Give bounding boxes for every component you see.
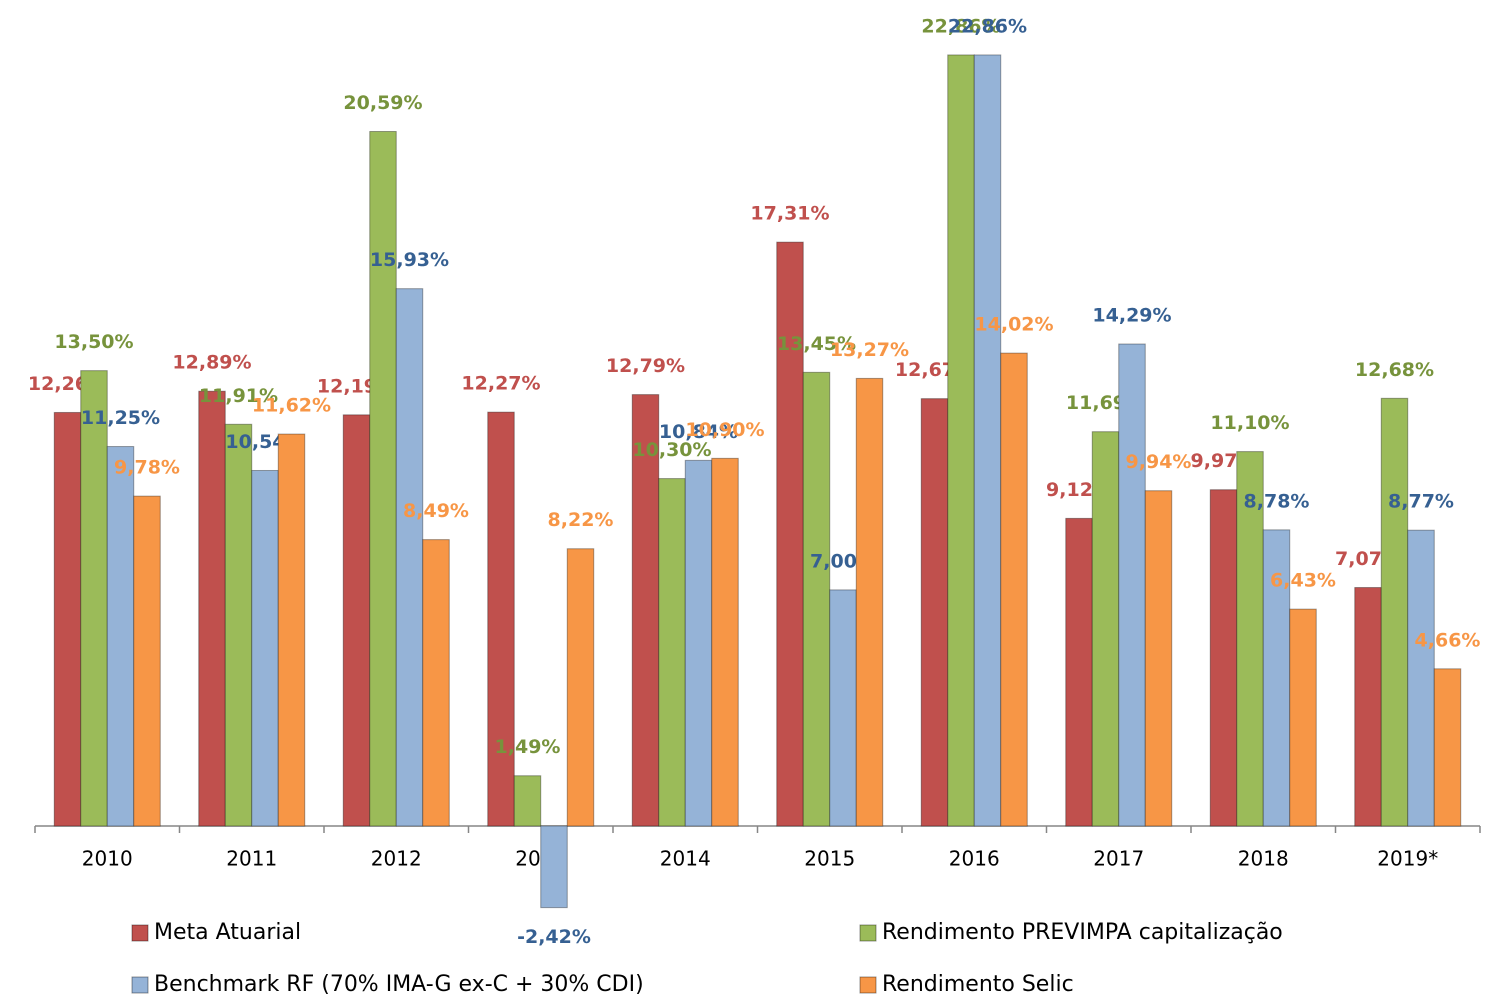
legend-label: Rendimento Selic — [882, 972, 1074, 997]
data-label: 11,62% — [252, 395, 331, 417]
x-tick-label: 2019* — [1377, 847, 1438, 871]
data-label: 11,10% — [1210, 412, 1289, 434]
data-label: 22,86% — [948, 15, 1027, 37]
bar — [106, 446, 135, 827]
bar — [711, 457, 739, 827]
bar — [1262, 529, 1291, 827]
data-label: 12,68% — [1355, 359, 1434, 381]
data-label: 8,49% — [403, 500, 469, 522]
data-label: 13,50% — [54, 331, 133, 353]
data-label: 8,22% — [548, 509, 614, 531]
bar — [947, 54, 975, 827]
legend-swatch — [859, 976, 877, 994]
bar — [422, 539, 450, 827]
bar — [80, 370, 108, 827]
x-tick-label: 2010 — [82, 847, 133, 871]
data-label: 12,27% — [461, 373, 540, 395]
data-label: 13,45% — [777, 333, 856, 355]
bar — [1118, 343, 1146, 827]
bar — [802, 371, 831, 827]
bar — [1380, 397, 1409, 827]
bar — [395, 288, 424, 827]
bar — [342, 414, 371, 827]
bar — [1144, 490, 1173, 827]
x-tick-label: 2018 — [1238, 847, 1289, 871]
data-label: 9,78% — [114, 457, 180, 479]
bar — [251, 469, 279, 827]
data-label: 6,43% — [1270, 570, 1336, 592]
x-tick-label: 2015 — [804, 847, 855, 871]
bar — [973, 54, 1002, 827]
data-label: 11,25% — [81, 407, 160, 429]
data-label: 10,30% — [632, 439, 711, 461]
bar — [1236, 451, 1264, 827]
x-tick-label: 2016 — [949, 847, 1000, 871]
bar — [369, 130, 397, 827]
legend-swatch — [131, 976, 149, 994]
bar — [487, 411, 515, 827]
data-label: 12,89% — [172, 352, 251, 374]
bar — [658, 478, 686, 827]
data-label: 14,02% — [974, 314, 1053, 336]
bar — [53, 411, 82, 827]
bar — [920, 398, 949, 827]
bar — [540, 825, 568, 909]
legend-swatch — [131, 924, 149, 942]
bar — [1407, 529, 1435, 827]
bar — [1091, 431, 1120, 827]
bar — [1000, 352, 1028, 827]
bar — [1354, 587, 1382, 827]
data-label: 14,29% — [1092, 304, 1171, 326]
data-label: 11,91% — [199, 385, 278, 407]
legend-swatch — [859, 924, 877, 942]
data-label: 10,84% — [659, 421, 738, 443]
data-label: 12,79% — [606, 355, 685, 377]
bar — [513, 775, 542, 827]
bar — [855, 377, 884, 827]
legend-label: Benchmark RF (70% IMA-G ex-C + 30% CDI) — [154, 972, 644, 997]
legend-label: Meta Atuarial — [154, 920, 301, 945]
data-label: 17,31% — [750, 203, 829, 225]
data-label: 20,59% — [343, 92, 422, 114]
data-label: 13,27% — [830, 339, 909, 361]
data-label: 8,77% — [1388, 491, 1454, 513]
bar — [776, 241, 804, 827]
x-tick-label: 2011 — [226, 847, 277, 871]
bar — [133, 495, 161, 827]
bar — [198, 390, 226, 827]
x-tick-label: 2012 — [371, 847, 422, 871]
data-label: 15,93% — [370, 249, 449, 271]
bar — [1065, 517, 1093, 827]
data-label: 1,49% — [495, 736, 561, 758]
bar — [684, 459, 713, 827]
bar — [1209, 489, 1238, 827]
data-label: -2,42% — [517, 926, 591, 948]
legend-label: Rendimento PREVIMPA capitalização — [882, 920, 1283, 945]
bar — [1433, 668, 1462, 827]
data-label: 4,66% — [1415, 629, 1481, 651]
bar — [224, 423, 253, 827]
bar — [277, 433, 306, 827]
bar — [631, 394, 660, 827]
bar — [566, 548, 595, 827]
data-label: 9,94% — [1126, 451, 1192, 473]
bar — [829, 589, 857, 827]
x-tick-label: 2017 — [1093, 847, 1144, 871]
data-label: 8,78% — [1244, 490, 1310, 512]
x-tick-label: 2014 — [660, 847, 711, 871]
bar — [1289, 608, 1317, 827]
data-label: 22,86% — [921, 15, 1000, 37]
data-label: 10,90% — [685, 419, 764, 441]
